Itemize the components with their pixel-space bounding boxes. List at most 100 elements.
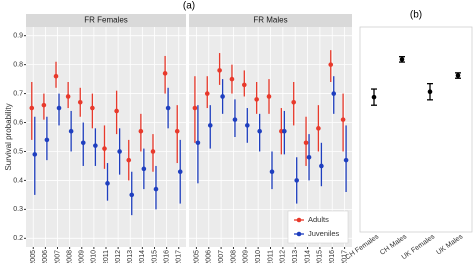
point — [162, 71, 168, 76]
point — [291, 99, 296, 105]
x-tick-label: 2012 — [280, 250, 287, 263]
point — [29, 105, 35, 111]
point — [153, 186, 159, 192]
point — [150, 149, 156, 154]
point — [303, 140, 309, 146]
point — [129, 192, 135, 198]
x-tick-label: 2006 — [206, 250, 213, 263]
x-tick-label: 2014 — [139, 250, 146, 263]
point — [117, 149, 122, 154]
point — [90, 105, 95, 111]
point — [371, 94, 377, 100]
point — [195, 140, 201, 146]
point — [192, 105, 198, 111]
legend-box — [287, 210, 349, 244]
legend-swatch — [296, 231, 302, 237]
point — [114, 108, 119, 114]
point — [105, 181, 110, 186]
point — [340, 117, 346, 122]
x-tick-label: 2017 — [176, 250, 183, 263]
strip — [26, 14, 186, 27]
point — [32, 152, 38, 157]
y-tick-label: 0.3 — [13, 206, 23, 213]
point — [220, 94, 225, 99]
y-tick-label: 0.6 — [13, 119, 23, 126]
point — [269, 169, 275, 175]
x-tick-label: 2014 — [304, 250, 311, 263]
point — [138, 128, 144, 134]
point — [242, 82, 247, 88]
point — [177, 169, 183, 175]
point — [306, 154, 312, 160]
x-tick-label: 2009 — [243, 250, 250, 263]
y-tick-label: 0.8 — [13, 61, 23, 68]
x-tick-label: 2011 — [267, 250, 274, 263]
point — [68, 128, 74, 134]
point — [93, 143, 98, 148]
point — [266, 94, 272, 99]
x-tick-label: 2009 — [79, 250, 86, 263]
point — [41, 102, 47, 108]
facet-title: FR Males — [253, 16, 287, 25]
point — [174, 128, 180, 134]
x-tick-label: 2013 — [127, 250, 134, 263]
point — [207, 123, 213, 128]
y-tick-label: 0.4 — [13, 177, 23, 184]
point — [294, 178, 299, 183]
x-tick-label: 2007 — [54, 250, 61, 263]
x-tick-label: 2010 — [91, 250, 98, 263]
legend-swatch — [296, 217, 302, 223]
y-tick-label: 0.7 — [13, 90, 23, 97]
x-tick-label: 2017 — [341, 250, 348, 263]
x-tick-label: 2006 — [42, 250, 49, 263]
point — [65, 94, 71, 99]
panel-label: (a) — [183, 1, 195, 12]
point — [102, 146, 107, 151]
point — [343, 157, 349, 163]
point — [80, 140, 86, 146]
point — [399, 57, 405, 62]
point — [245, 123, 250, 128]
legend-label: Adults — [308, 215, 329, 224]
strip — [189, 14, 352, 27]
x-tick-label: 2013 — [292, 250, 299, 263]
point — [254, 97, 259, 102]
point — [44, 137, 50, 143]
panel-label: (b) — [410, 10, 422, 21]
x-tick-label: 2011 — [103, 250, 110, 263]
point — [316, 126, 321, 131]
point — [217, 68, 222, 73]
x-tick-label: 2015 — [317, 250, 324, 263]
x-tick-label: 2005 — [193, 250, 200, 263]
facet-title: FR Females — [84, 16, 128, 25]
panel-background — [359, 26, 473, 233]
x-tick-label: 2007 — [218, 250, 225, 263]
x-tick-label: 2016 — [329, 250, 336, 263]
point — [282, 128, 287, 134]
point — [257, 128, 262, 134]
point — [77, 99, 83, 105]
point — [204, 91, 210, 96]
y-axis-label: Survival probability — [4, 103, 13, 170]
point — [53, 73, 59, 79]
x-tick-label: 2010 — [255, 250, 262, 263]
y-tick-label: 0.9 — [13, 33, 23, 40]
point — [328, 62, 334, 67]
point — [229, 76, 235, 82]
x-tick-label: 2008 — [66, 250, 73, 263]
y-tick-label: 0.5 — [13, 148, 23, 155]
legend-label: Juveniles — [308, 229, 340, 238]
x-tick-label: UK Males — [435, 233, 464, 256]
point — [331, 91, 337, 96]
x-tick-label: 2008 — [230, 250, 237, 263]
y-tick-label: 0.2 — [13, 235, 23, 242]
x-tick-label: 2015 — [151, 250, 158, 263]
x-tick-label: 2005 — [30, 250, 37, 263]
x-tick-label: 2012 — [115, 250, 122, 263]
point — [319, 163, 324, 169]
x-tick-label: 2016 — [163, 250, 170, 263]
point — [232, 117, 238, 122]
point — [126, 157, 132, 163]
point — [56, 105, 62, 111]
